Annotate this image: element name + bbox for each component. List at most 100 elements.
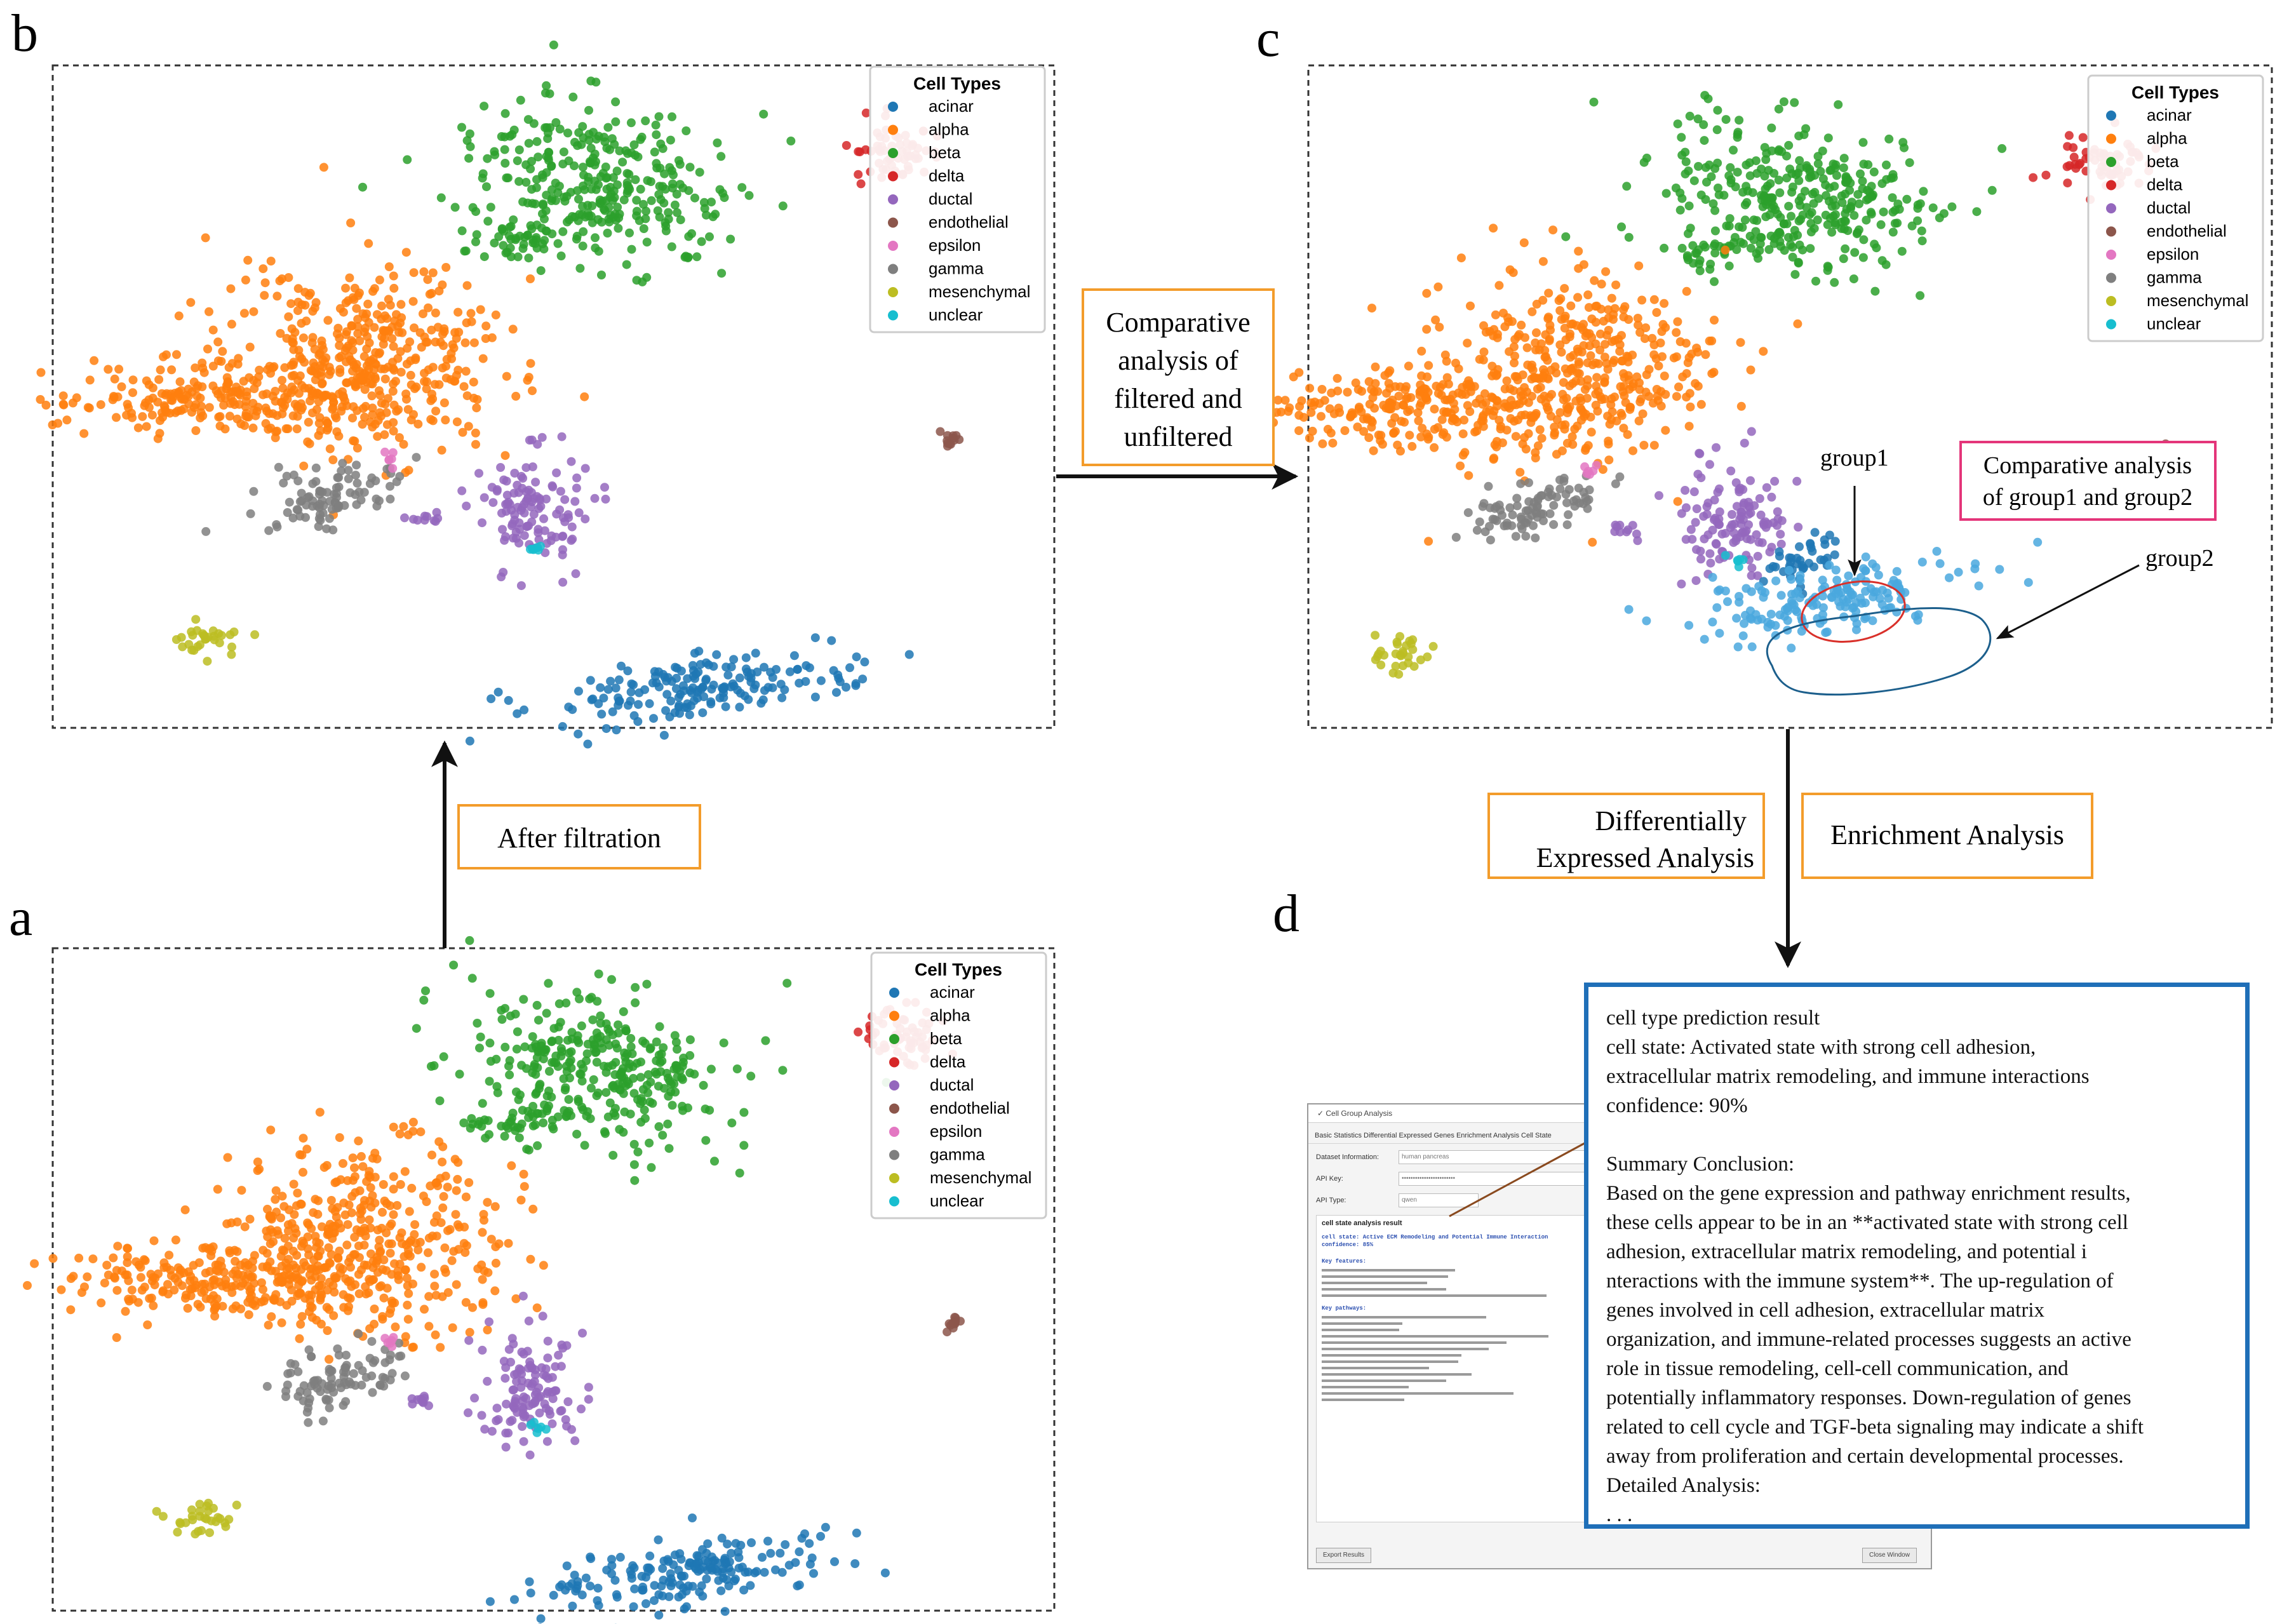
cell-point-beta bbox=[654, 190, 664, 199]
cell-point-beta bbox=[668, 112, 676, 121]
cell-point-alpha bbox=[375, 275, 384, 285]
cell-point-beta bbox=[486, 203, 495, 212]
cell-point-alpha bbox=[292, 424, 302, 434]
cell-point-beta bbox=[665, 163, 675, 172]
cell-point-beta bbox=[527, 157, 536, 166]
cell-point-beta bbox=[534, 152, 543, 162]
cell-point-beta bbox=[570, 138, 579, 147]
cell-point-beta bbox=[505, 131, 514, 141]
cell-point-beta bbox=[705, 232, 714, 241]
cell-point-beta bbox=[483, 217, 493, 226]
result-line-6: Based on the gene expression and pathway… bbox=[1606, 1182, 2131, 1205]
cell-point-beta bbox=[518, 244, 528, 253]
cell-point-alpha bbox=[419, 309, 427, 319]
cell-point-beta bbox=[436, 193, 446, 203]
panel-letter-a: a bbox=[9, 888, 32, 947]
cell-point-beta bbox=[551, 196, 560, 205]
cell-point-beta bbox=[575, 264, 585, 273]
result-line-9: nteractions with the immune system**. Th… bbox=[1606, 1270, 2114, 1292]
cell-point-beta bbox=[631, 175, 640, 184]
cell-point-beta bbox=[668, 184, 677, 193]
cell-point-beta bbox=[580, 185, 589, 194]
cell-point-beta bbox=[513, 252, 523, 262]
cell-point-beta bbox=[586, 76, 596, 86]
cell-point-beta bbox=[558, 227, 568, 236]
cell-point-beta bbox=[584, 135, 594, 145]
cell-point-beta bbox=[403, 155, 412, 164]
cell-point-alpha bbox=[203, 344, 212, 354]
cell-point-beta bbox=[652, 130, 661, 140]
cell-point-beta bbox=[603, 123, 613, 132]
cell-point-beta bbox=[490, 238, 499, 248]
cell-point-alpha bbox=[423, 275, 433, 285]
cell-point-beta bbox=[516, 95, 525, 105]
cell-point-beta bbox=[597, 217, 607, 227]
cell-point-beta bbox=[673, 208, 682, 217]
cell-point-beta bbox=[509, 125, 519, 135]
cell-point-alpha bbox=[462, 281, 472, 290]
cell-point-alpha bbox=[389, 271, 398, 281]
cell-point-beta bbox=[578, 241, 587, 251]
cell-point-alpha bbox=[368, 286, 378, 296]
cell-point-beta bbox=[726, 234, 735, 244]
cell-point-alpha bbox=[396, 347, 405, 356]
cell-point-alpha bbox=[201, 233, 210, 243]
result-line-12: role in tissue remodeling, cell-cell com… bbox=[1606, 1357, 2069, 1380]
cell-point-alpha bbox=[458, 427, 467, 437]
cell-point-beta bbox=[563, 217, 572, 227]
cell-point-alpha bbox=[363, 299, 373, 309]
cell-point-beta bbox=[626, 118, 636, 128]
result-line-17: . . . bbox=[1606, 1503, 1633, 1526]
result-line-10: genes involved in cell adhesion, extrace… bbox=[1606, 1299, 2045, 1322]
cell-point-beta bbox=[592, 135, 601, 144]
cell-point-beta bbox=[690, 193, 699, 203]
result-line-13: potentially inflammatory responses. Down… bbox=[1606, 1386, 2131, 1409]
cell-point-beta bbox=[500, 145, 509, 154]
cell-point-beta bbox=[684, 186, 694, 196]
cell-point-alpha bbox=[389, 283, 399, 293]
cell-point-beta bbox=[625, 185, 634, 194]
cell-point-beta bbox=[615, 146, 624, 156]
cell-point-beta bbox=[695, 168, 704, 177]
cell-point-beta bbox=[457, 123, 466, 132]
cell-point-alpha bbox=[464, 422, 473, 431]
cell-point-beta bbox=[600, 133, 609, 142]
result-line-8: adhesion, extracellular matrix remodelin… bbox=[1606, 1240, 2087, 1263]
cell-point-beta bbox=[600, 206, 610, 215]
cell-point-beta bbox=[680, 252, 690, 262]
cell-point-beta bbox=[717, 269, 727, 278]
cell-point-beta bbox=[660, 169, 669, 178]
cell-point-alpha bbox=[276, 329, 285, 338]
cell-point-alpha bbox=[341, 330, 351, 339]
cell-point-beta bbox=[587, 201, 597, 210]
cell-point-alpha bbox=[266, 257, 276, 266]
cell-point-alpha bbox=[413, 419, 423, 429]
cell-point-beta bbox=[594, 246, 603, 256]
cell-point-beta bbox=[627, 245, 636, 254]
cell-point-beta bbox=[529, 119, 539, 128]
cell-point-alpha bbox=[353, 329, 363, 339]
cell-point-beta bbox=[514, 145, 524, 154]
panel-letter-d: d bbox=[1273, 884, 1299, 943]
cell-point-alpha bbox=[205, 307, 213, 316]
result-line-14: related to cell cycle and TGF-beta signa… bbox=[1606, 1416, 2144, 1439]
cell-point-beta bbox=[511, 235, 520, 245]
cell-point-alpha bbox=[367, 391, 377, 401]
cell-point-beta bbox=[532, 220, 542, 230]
cell-point-beta bbox=[568, 92, 578, 102]
cell-point-beta bbox=[602, 144, 612, 153]
cell-point-beta bbox=[521, 178, 531, 187]
cell-point-beta bbox=[457, 226, 467, 236]
cell-point-beta bbox=[681, 126, 691, 135]
cell-point-beta bbox=[480, 252, 489, 262]
panel-b-frame bbox=[51, 64, 1056, 729]
cell-point-beta bbox=[718, 189, 727, 198]
cell-point-beta bbox=[466, 142, 475, 151]
cell-point-beta bbox=[543, 134, 553, 144]
cell-point-beta bbox=[560, 196, 570, 206]
cell-point-beta bbox=[513, 156, 522, 166]
cell-point-alpha bbox=[452, 417, 462, 427]
cell-point-beta bbox=[602, 184, 612, 194]
cell-point-beta bbox=[555, 124, 565, 134]
cell-point-beta bbox=[520, 232, 530, 242]
